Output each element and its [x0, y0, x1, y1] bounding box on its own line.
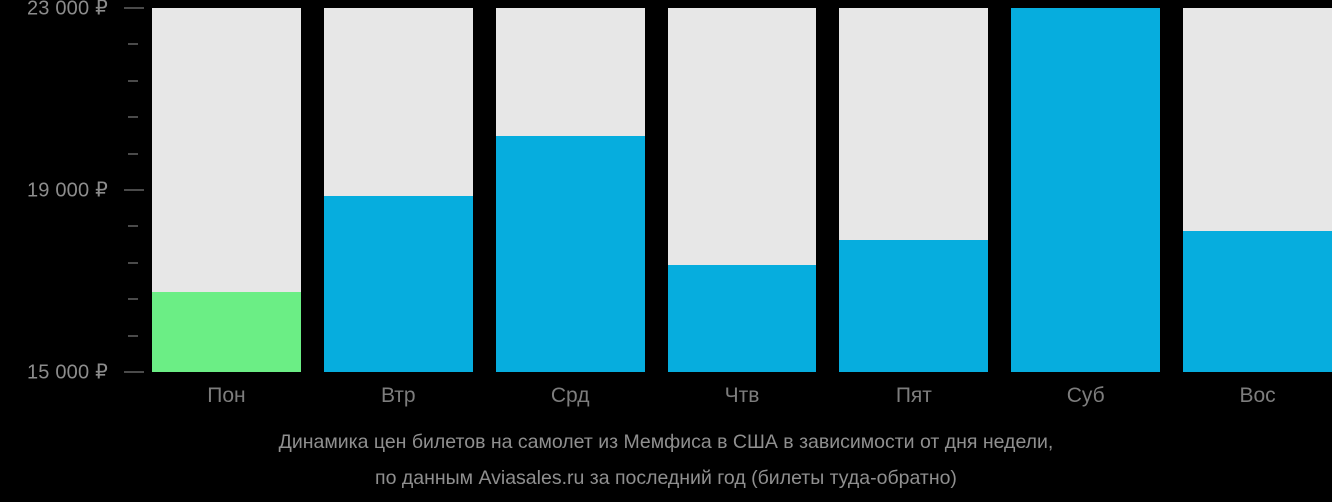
bar-track	[1183, 8, 1332, 372]
y-axis-label: 23 000 ₽	[26, 0, 108, 20]
bar-fill[interactable]	[839, 240, 989, 372]
bar-column[interactable]	[1011, 0, 1161, 372]
bar-fill[interactable]	[1011, 8, 1161, 372]
x-axis-label-пят: Пят	[895, 384, 932, 407]
bar-fill[interactable]	[1183, 230, 1332, 372]
bar-track	[323, 8, 473, 372]
bar-track	[839, 8, 989, 372]
bar-track	[1011, 8, 1161, 372]
bar-fill-cheapest[interactable]	[152, 291, 301, 372]
chart-plot-area	[152, 0, 1332, 372]
y-axis-minor-tick	[128, 334, 138, 337]
x-axis-label-чтв: Чтв	[724, 384, 760, 407]
bar-fill[interactable]	[323, 195, 473, 372]
y-axis-minor-tick	[128, 43, 138, 46]
y-axis-minor-tick	[128, 298, 138, 301]
x-axis-label-пон: Пон	[207, 384, 246, 407]
bar-column[interactable]	[839, 0, 989, 372]
bar-column[interactable]	[1183, 0, 1332, 372]
caption-line-2: по данным Aviasales.ru за последний год …	[375, 467, 957, 489]
bar-column[interactable]	[323, 0, 473, 372]
bar-column[interactable]	[667, 0, 817, 372]
bar-track	[152, 8, 301, 372]
y-axis-minor-tick	[128, 116, 138, 119]
caption-line-1: Динамика цен билетов на самолет из Мемфи…	[278, 431, 1054, 453]
bar-fill[interactable]	[495, 135, 645, 372]
y-axis-major-tick	[124, 371, 144, 373]
y-axis-minor-tick	[128, 152, 138, 155]
y-axis-label: 15 000 ₽	[26, 361, 108, 384]
bar-column[interactable]	[152, 0, 301, 372]
y-axis-label: 19 000 ₽	[26, 179, 108, 202]
bar-track	[495, 8, 645, 372]
bar-column[interactable]	[495, 0, 645, 372]
x-axis-label-срд: Срд	[550, 384, 590, 407]
bar-fill[interactable]	[667, 265, 817, 372]
x-axis-label-вос: Вос	[1239, 384, 1276, 407]
y-axis-minor-tick	[128, 79, 138, 82]
y-axis-major-tick	[124, 189, 144, 191]
x-axis: Пон Втр Срд Чтв Пят Суб Вос	[152, 372, 1332, 420]
x-axis-label-суб: Суб	[1066, 384, 1105, 407]
y-axis-minor-tick	[128, 225, 138, 228]
y-axis-minor-tick	[128, 261, 138, 264]
x-axis-label-втр: Втр	[380, 384, 416, 407]
y-axis-major-tick	[124, 7, 144, 9]
bar-track	[667, 8, 817, 372]
y-axis: 23 000 ₽ 19 000 ₽ 15 000 ₽	[0, 0, 152, 384]
chart-caption: Динамика цен билетов на самолет из Мемфи…	[0, 424, 1332, 496]
